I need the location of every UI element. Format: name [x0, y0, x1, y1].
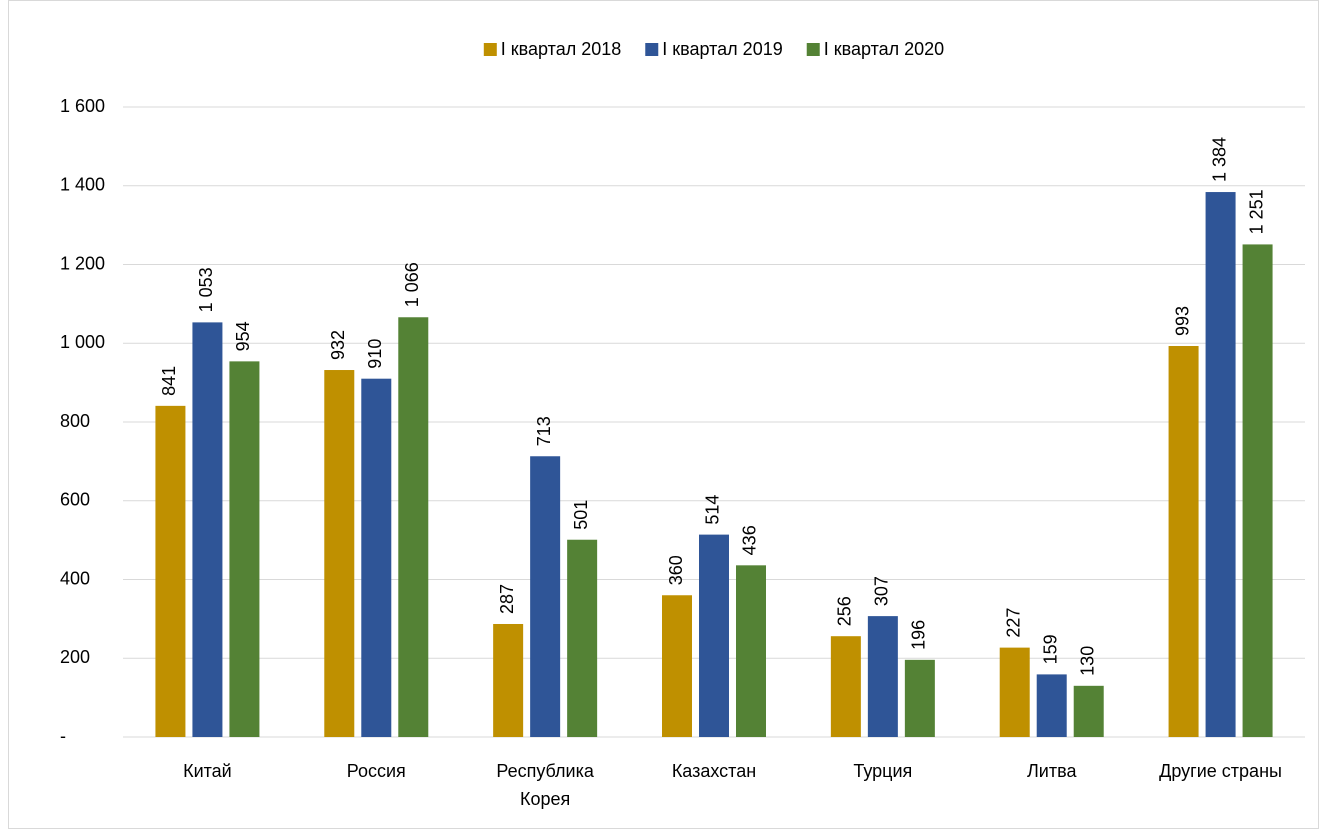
bar — [361, 378, 392, 737]
bar — [699, 534, 729, 737]
data-label: 256 — [835, 596, 855, 626]
legend-label: I квартал 2018 — [501, 39, 621, 59]
data-label: 196 — [909, 620, 929, 650]
bar — [229, 361, 260, 737]
legend-swatch — [483, 43, 497, 56]
bar — [1168, 346, 1199, 737]
data-label: 1 251 — [1246, 189, 1266, 234]
bar — [736, 565, 766, 737]
data-label: 436 — [740, 525, 760, 555]
x-tick-label: Турция — [853, 761, 912, 781]
y-tick-label: - — [60, 726, 66, 746]
bar — [999, 647, 1030, 737]
bar — [567, 539, 598, 737]
y-tick-label: 200 — [60, 647, 90, 667]
bar — [155, 405, 186, 737]
data-label: 910 — [365, 339, 385, 369]
data-label: 993 — [1172, 306, 1192, 336]
x-tick-label: Республика Корея — [496, 761, 595, 809]
bar — [192, 322, 223, 737]
y-tick-label: 600 — [60, 490, 90, 510]
data-label: 954 — [233, 321, 253, 351]
data-label: 841 — [159, 366, 179, 396]
data-label: 932 — [328, 330, 348, 360]
x-tick-label: Казахстан — [672, 761, 756, 781]
bar — [662, 595, 692, 737]
data-label: 514 — [703, 495, 723, 525]
x-tick-label-line: Республика — [496, 761, 595, 781]
legend-label: I квартал 2020 — [824, 39, 944, 59]
data-label: 360 — [666, 555, 686, 585]
legend-label: I квартал 2019 — [662, 39, 782, 59]
x-tick-label: Китай — [183, 761, 232, 781]
bar — [867, 616, 898, 737]
data-label: 1 384 — [1209, 137, 1229, 182]
data-label: 713 — [534, 416, 554, 446]
data-label: 1 053 — [196, 267, 216, 312]
data-label: 130 — [1077, 646, 1097, 676]
bar — [1073, 685, 1104, 737]
data-label: 501 — [571, 500, 591, 530]
bar — [830, 636, 861, 737]
bar — [493, 623, 524, 737]
legend: I квартал 2018 I квартал 2019 I квартал 20… — [483, 39, 944, 59]
legend-swatch — [645, 43, 659, 56]
bar — [1036, 674, 1067, 737]
legend-swatch — [806, 43, 820, 56]
bar — [904, 659, 935, 737]
y-tick-label: 400 — [60, 568, 90, 588]
data-label: 287 — [497, 584, 517, 614]
y-tick-label: 1 600 — [60, 96, 105, 116]
y-tick-label: 1 400 — [60, 175, 105, 195]
y-tick-label: 1 000 — [60, 332, 105, 352]
bar — [530, 456, 561, 737]
x-tick-label: Россия — [347, 761, 406, 781]
data-label: 159 — [1040, 634, 1060, 664]
y-tick-label: 1 200 — [60, 253, 105, 273]
bar — [324, 370, 355, 737]
x-tick-label: Литва — [1027, 761, 1077, 781]
bar — [398, 317, 429, 737]
data-label: 227 — [1003, 608, 1023, 638]
x-tick-label: Другие страны — [1159, 761, 1282, 781]
data-label: 1 066 — [402, 262, 422, 307]
bar — [1205, 192, 1236, 738]
x-tick-label-line: Корея — [520, 789, 570, 809]
data-label: 307 — [872, 576, 892, 606]
y-tick-label: 800 — [60, 411, 90, 431]
bar — [1242, 244, 1273, 737]
